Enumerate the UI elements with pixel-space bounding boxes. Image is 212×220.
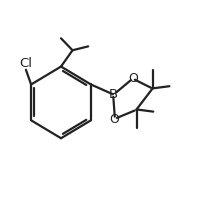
Text: O: O bbox=[128, 72, 138, 85]
Text: B: B bbox=[108, 88, 117, 101]
Text: Cl: Cl bbox=[19, 57, 32, 70]
Text: O: O bbox=[110, 113, 120, 126]
